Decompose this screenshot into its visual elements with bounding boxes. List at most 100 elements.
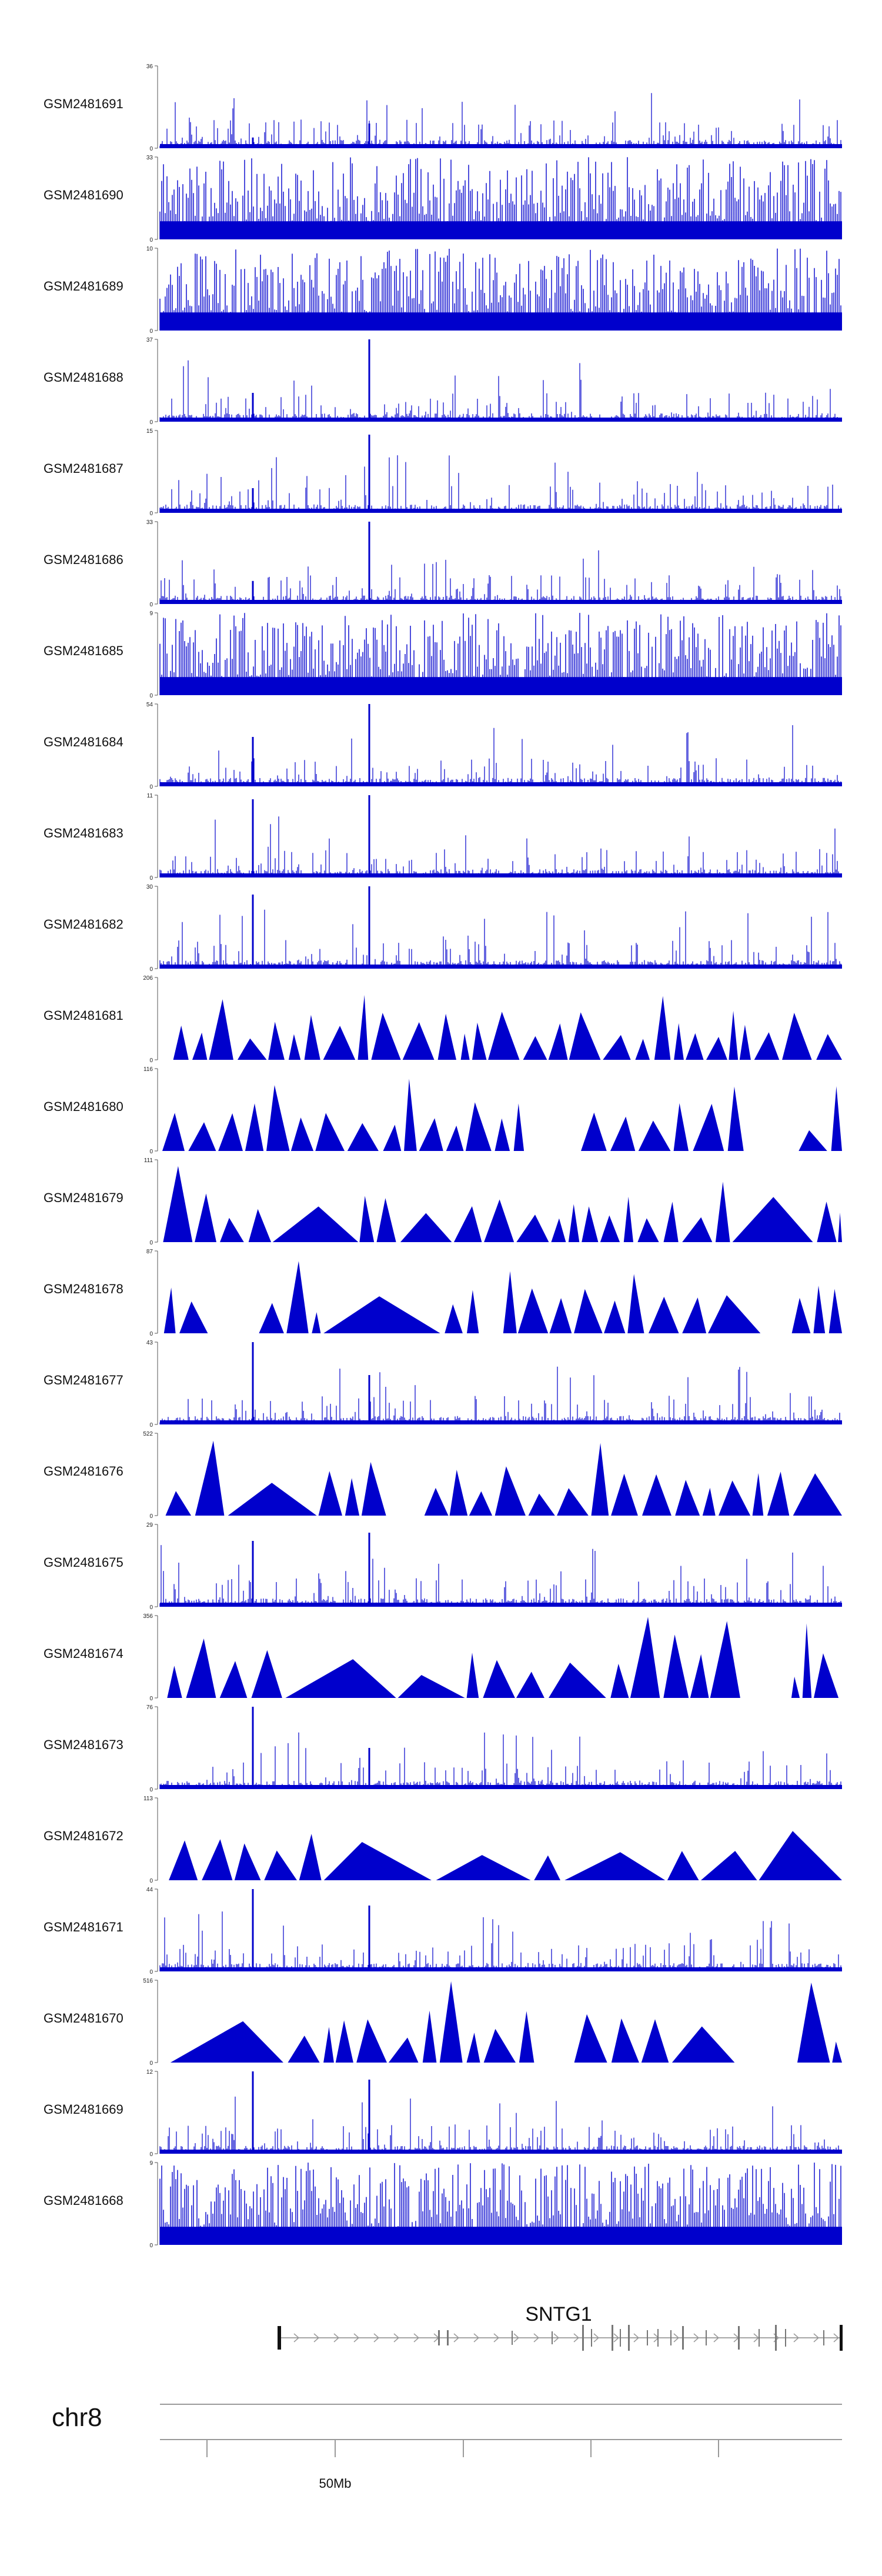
y-min-label: 0 xyxy=(149,1331,153,1337)
y-min-label: 0 xyxy=(149,1604,153,1611)
y-max-label: 10 xyxy=(146,246,153,252)
signal-area xyxy=(167,1617,839,1698)
track-label: GSM2481678 xyxy=(44,1282,123,1296)
track-GSM2481678: GSM2481678 87 0 xyxy=(44,1249,842,1337)
signal-bars xyxy=(159,455,841,513)
y-max-label: 29 xyxy=(146,1522,153,1529)
gene-exon xyxy=(620,2329,621,2347)
track-GSM2481671: GSM2481671 44 0 xyxy=(44,1887,842,1976)
y-min-label: 0 xyxy=(149,693,153,699)
track-GSM2481684: GSM2481684 54 0 xyxy=(44,702,842,790)
track-GSM2481674: GSM2481674 356 0 xyxy=(44,1613,839,1702)
track-GSM2481682: GSM2481682 30 0 xyxy=(44,884,842,973)
track-label: GSM2481683 xyxy=(44,826,123,840)
y-max-label: 9 xyxy=(149,610,153,617)
y-max-label: 36 xyxy=(146,64,153,70)
chromosome-label: chr8 xyxy=(52,2403,102,2432)
track-GSM2481676: GSM2481676 522 0 xyxy=(44,1431,842,1520)
gene-exon xyxy=(628,2325,630,2351)
signal-area xyxy=(170,1981,842,2063)
track-label: GSM2481670 xyxy=(44,2011,123,2026)
gene-exon xyxy=(706,2330,707,2345)
track-GSM2481686: GSM2481686 33 0 xyxy=(44,519,842,608)
track-GSM2481687: GSM2481687 15 0 xyxy=(44,428,842,517)
y-min-label: 0 xyxy=(149,1878,153,1884)
track-GSM2481685: GSM2481685 9 0 xyxy=(44,610,842,699)
signal-bars xyxy=(159,1545,841,1607)
y-max-label: 87 xyxy=(146,1249,153,1255)
track-label: GSM2481668 xyxy=(44,2193,123,2208)
y-min-label: 0 xyxy=(149,1787,153,1793)
y-min-label: 0 xyxy=(149,784,153,790)
y-min-label: 0 xyxy=(149,875,153,882)
gene-exon xyxy=(612,2325,613,2351)
y-min-label: 0 xyxy=(149,1240,153,1246)
track-label: GSM2481676 xyxy=(44,1464,123,1479)
tick-label-50mb: 50Mb xyxy=(319,2476,351,2491)
y-min-label: 0 xyxy=(149,1696,153,1702)
y-min-label: 0 xyxy=(149,1057,153,1064)
y-max-label: 33 xyxy=(146,519,153,526)
y-max-label: 206 xyxy=(143,975,153,982)
track-label: GSM2481679 xyxy=(44,1190,123,1205)
track-label: GSM2481686 xyxy=(44,552,123,567)
y-max-label: 76 xyxy=(146,1704,153,1711)
y-min-label: 0 xyxy=(149,2243,153,2249)
track-GSM2481683: GSM2481683 11 0 xyxy=(44,793,842,882)
track-label: GSM2481684 xyxy=(44,735,123,749)
y-max-label: 9 xyxy=(149,2160,153,2167)
gene-exon xyxy=(582,2325,584,2351)
track-label: GSM2481672 xyxy=(44,1828,123,1843)
gene-exon xyxy=(657,2329,659,2347)
gene-exon xyxy=(785,2329,786,2347)
signal-bars xyxy=(159,550,841,604)
y-max-label: 111 xyxy=(144,1157,153,1164)
signal-bars xyxy=(159,816,841,877)
y-min-label: 0 xyxy=(149,419,153,426)
signal-bars xyxy=(159,2096,841,2154)
y-max-label: 356 xyxy=(143,1613,153,1620)
gene-exon xyxy=(682,2326,684,2350)
track-label: GSM2481691 xyxy=(44,96,123,111)
track-label: GSM2481681 xyxy=(44,1008,123,1023)
gene-exon xyxy=(670,2330,671,2345)
signal-bars xyxy=(159,1911,841,1971)
signal-baseline xyxy=(160,1603,842,1607)
track-label: GSM2481685 xyxy=(44,643,123,658)
signal-bars xyxy=(159,1732,841,1789)
y-max-label: 44 xyxy=(146,1887,153,1893)
gene-name-label: SNTG1 xyxy=(525,2303,592,2325)
axis-ticks xyxy=(206,2440,719,2457)
track-GSM2481688: GSM2481688 37 0 xyxy=(44,337,842,426)
y-min-label: 0 xyxy=(149,1969,153,1976)
signal-area xyxy=(162,1079,842,1151)
track-label: GSM2481673 xyxy=(44,1737,123,1752)
y-min-label: 0 xyxy=(149,1513,153,1520)
y-max-label: 43 xyxy=(146,1340,153,1346)
y-max-label: 15 xyxy=(146,428,153,435)
signal-area xyxy=(163,1261,842,1333)
signal-area xyxy=(163,1166,842,1242)
track-label: GSM2481682 xyxy=(44,917,123,932)
y-min-label: 0 xyxy=(149,2151,153,2158)
y-max-label: 516 xyxy=(143,1978,153,1984)
signal-bars xyxy=(159,909,841,969)
track-GSM2481672: GSM2481672 113 0 xyxy=(44,1796,843,1884)
y-max-label: 54 xyxy=(146,702,153,708)
signal-bars xyxy=(159,360,841,422)
y-min-label: 0 xyxy=(149,1422,153,1429)
track-label: GSM2481690 xyxy=(44,188,123,202)
signal-bars xyxy=(159,725,841,786)
track-label: GSM2481675 xyxy=(44,1555,123,1570)
track-GSM2481681: GSM2481681 206 0 xyxy=(44,975,843,1064)
track-GSM2481669: GSM2481669 12 0 xyxy=(44,2069,842,2158)
track-label: GSM2481688 xyxy=(44,370,123,385)
y-min-label: 0 xyxy=(149,510,153,517)
y-max-label: 12 xyxy=(146,2069,153,2076)
track-GSM2481668: GSM2481668 9 0 xyxy=(44,2160,842,2249)
track-label: GSM2481687 xyxy=(44,461,123,476)
track-label: GSM2481677 xyxy=(44,1373,123,1387)
y-min-label: 0 xyxy=(149,1149,153,1155)
gene-exon xyxy=(447,2330,449,2345)
